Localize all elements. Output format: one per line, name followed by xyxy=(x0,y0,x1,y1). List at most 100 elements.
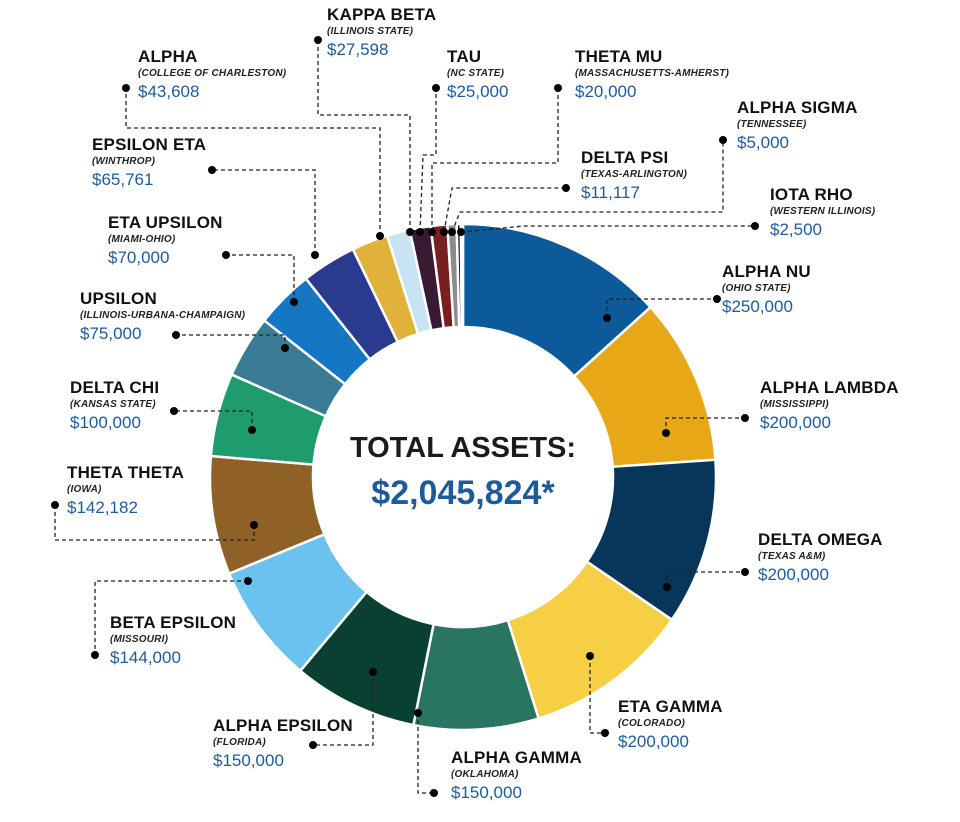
leader-line-delta-omega xyxy=(666,571,745,587)
label-dot-alpha-nu xyxy=(713,295,721,303)
label-alpha-lambda: ALPHA LAMBDA (MISSISSIPPI) $200,000 xyxy=(760,378,899,432)
label-upsilon: UPSILON (ILLINOIS-URBANA-CHAMPAIGN) $75,00… xyxy=(80,289,246,343)
leader-line-alpha-nu xyxy=(606,298,717,318)
leader-line-beta-epsilon xyxy=(94,580,248,655)
label-dot-theta-theta xyxy=(51,501,59,509)
chapter-amount: $43,608 xyxy=(138,82,199,101)
chapter-school: (WESTERN ILLINOIS) xyxy=(770,206,876,217)
slice-labels: ALPHA NU (OHIO STATE) $250,000 ALPHA LAMBDA… xyxy=(67,5,899,802)
chapter-school: (TEXAS A&M) xyxy=(758,551,826,562)
chapter-amount: $25,000 xyxy=(447,82,508,101)
chapter-amount: $100,000 xyxy=(70,413,141,432)
chapter-name: ALPHA LAMBDA xyxy=(760,378,899,397)
chapter-school: (WINTHROP) xyxy=(92,156,156,167)
leader-dot-alpha-lambda xyxy=(662,429,670,437)
label-delta-omega: DELTA OMEGA (TEXAS A&M) $200,000 xyxy=(758,530,882,584)
leader-line-alpha-sigma xyxy=(451,140,724,233)
chapter-name: EPSILON ETA xyxy=(92,135,206,154)
donut-slices xyxy=(208,222,718,732)
chapter-name: ALPHA xyxy=(138,47,198,66)
leader-line-kappa-beta xyxy=(317,40,411,232)
label-dot-eta-upsilon xyxy=(222,251,230,259)
label-dot-alpha-sigma xyxy=(719,136,727,144)
label-theta-theta: THETA THETA (IOWA) $142,182 xyxy=(67,463,184,517)
label-dot-alpha xyxy=(122,84,130,92)
chapter-amount: $27,598 xyxy=(327,40,388,59)
chapter-amount: $75,000 xyxy=(80,324,141,343)
leader-lines xyxy=(51,36,759,797)
leader-line-upsilon xyxy=(176,334,286,348)
leader-dot-upsilon xyxy=(281,344,289,352)
leader-dot-theta-mu xyxy=(428,228,436,236)
leader-dot-kappa-beta xyxy=(406,228,414,236)
chapter-amount: $70,000 xyxy=(108,248,169,267)
label-alpha-gamma: ALPHA GAMMA (OKLAHOMA) $150,000 xyxy=(451,748,582,802)
chapter-name: UPSILON xyxy=(80,289,157,308)
label-dot-upsilon xyxy=(172,331,180,339)
label-alpha: ALPHA (COLLEGE OF CHARLESTON) $43,608 xyxy=(138,47,287,101)
chapter-school: (ILLINOIS STATE) xyxy=(327,26,414,37)
chapter-name: ETA GAMMA xyxy=(618,697,723,716)
leader-dot-alpha-epsilon xyxy=(369,668,377,676)
chapter-name: ALPHA NU xyxy=(722,262,811,281)
chapter-amount: $20,000 xyxy=(575,82,636,101)
leader-line-theta-theta xyxy=(54,505,255,541)
leader-line-theta-mu xyxy=(431,88,559,232)
chapter-school: (NC STATE) xyxy=(447,68,505,79)
chapter-amount: $144,000 xyxy=(110,648,181,667)
leader-dot-eta-gamma xyxy=(586,652,594,660)
chapter-name: DELTA CHI xyxy=(70,378,159,397)
leader-line-iota-rho xyxy=(460,225,755,233)
label-dot-delta-psi xyxy=(562,184,570,192)
label-epsilon-eta: EPSILON ETA (WINTHROP) $65,761 xyxy=(92,135,206,189)
leader-dot-alpha-gamma xyxy=(414,709,422,717)
chapter-amount: $250,000 xyxy=(722,297,793,316)
chapter-school: (ILLINOIS-URBANA-CHAMPAIGN) xyxy=(80,310,246,321)
label-dot-delta-chi xyxy=(170,407,178,415)
chapter-amount: $200,000 xyxy=(618,732,689,751)
chapter-name: BETA EPSILON xyxy=(110,613,236,632)
label-iota-rho: IOTA RHO (WESTERN ILLINOIS) $2,500 xyxy=(770,185,876,239)
label-eta-gamma: ETA GAMMA (COLORADO) $200,000 xyxy=(618,697,723,751)
label-delta-psi: DELTA PSI (TEXAS-ARLINGTON) $11,117 xyxy=(581,148,687,202)
label-dot-iota-rho xyxy=(751,222,759,230)
leader-line-alpha xyxy=(125,88,381,236)
chapter-name: TAU xyxy=(447,47,481,66)
leader-line-delta-psi xyxy=(443,187,566,233)
chapter-school: (OKLAHOMA) xyxy=(451,769,519,780)
label-dot-epsilon-eta xyxy=(208,166,216,174)
label-dot-tau xyxy=(432,84,440,92)
label-alpha-sigma: ALPHA SIGMA (TENNESSEE) $5,000 xyxy=(737,98,857,152)
leader-line-eta-upsilon xyxy=(226,254,295,302)
slice-iota-rho xyxy=(459,222,465,329)
center-total: $2,045,824* xyxy=(371,474,555,512)
leader-line-alpha-epsilon xyxy=(313,672,374,746)
leader-dot-epsilon-eta xyxy=(311,251,319,259)
label-theta-mu: THETA MU (MASSACHUSETTS-AMHERST) $20,000 xyxy=(575,47,729,101)
label-dot-theta-mu xyxy=(554,84,562,92)
label-alpha-nu: ALPHA NU (OHIO STATE) $250,000 xyxy=(722,262,811,316)
chapter-school: (TENNESSEE) xyxy=(737,119,807,130)
chapter-name: ETA UPSILON xyxy=(108,213,223,232)
label-delta-chi: DELTA CHI (KANSAS STATE) $100,000 xyxy=(70,378,159,432)
label-dot-alpha-lambda xyxy=(741,414,749,422)
chapter-amount: $142,182 xyxy=(67,498,138,517)
leader-line-delta-chi xyxy=(174,410,253,430)
chapter-school: (COLLEGE OF CHARLESTON) xyxy=(138,68,287,79)
leader-dot-alpha-sigma xyxy=(448,228,456,236)
chapter-amount: $150,000 xyxy=(213,751,284,770)
chapter-name: ALPHA GAMMA xyxy=(451,748,582,767)
chapter-amount: $2,500 xyxy=(770,220,822,239)
center-title: TOTAL ASSETS: xyxy=(350,432,576,464)
chapter-name: IOTA RHO xyxy=(770,185,853,204)
leader-dot-alpha xyxy=(376,232,384,240)
leader-dot-iota-rho xyxy=(457,228,465,236)
chapter-amount: $65,761 xyxy=(92,170,153,189)
leader-line-epsilon-eta xyxy=(212,169,316,255)
chapter-amount: $150,000 xyxy=(451,783,522,802)
label-dot-alpha-epsilon xyxy=(309,741,317,749)
chapter-school: (KANSAS STATE) xyxy=(70,399,156,410)
leader-dot-alpha-nu xyxy=(603,314,611,322)
chapter-school: (MIAMI-OHIO) xyxy=(108,234,176,245)
leader-dot-delta-chi xyxy=(248,426,256,434)
